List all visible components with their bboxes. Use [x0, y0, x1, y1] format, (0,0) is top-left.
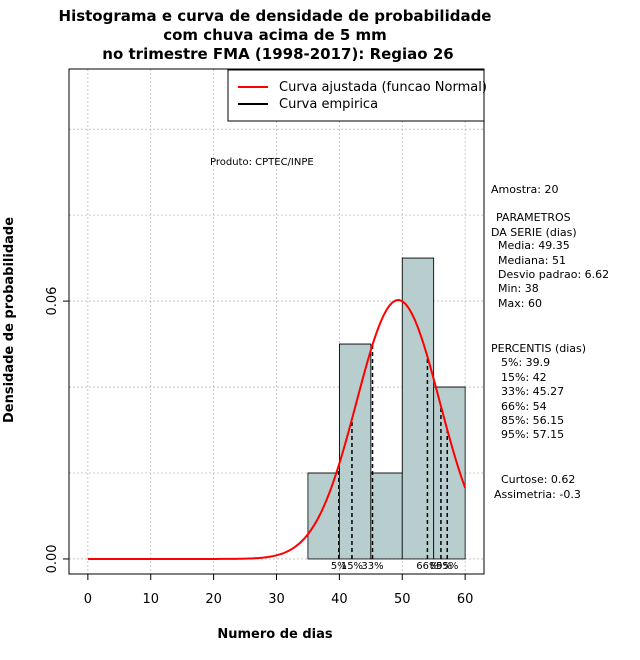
percentile-label-5%: 5%: [331, 561, 347, 572]
x-tick-label-60: 60: [457, 592, 474, 607]
normal-fit-curve: [87, 299, 467, 560]
legend-normal-label: Curva ajustada (funcao Normal): [279, 80, 487, 95]
percentile-label-95%: 95%: [436, 561, 458, 572]
x-tick-label-30: 30: [268, 592, 285, 607]
x-tick-label-0: 0: [84, 592, 92, 607]
stat-p85: 85%: 56.15: [501, 414, 564, 427]
percentile-label-15%: 15%: [341, 561, 363, 572]
product-label: Produto: CPTEC/INPE: [210, 157, 314, 168]
stat-min: Min: 38: [498, 282, 539, 295]
y-tick-label-1: 0.06: [45, 287, 60, 316]
legend: Curva ajustada (funcao Normal) Curva emp…: [227, 69, 487, 122]
stat-p15: 15%: 42: [501, 371, 547, 384]
legend-empirical-label: Curva empirica: [279, 97, 378, 112]
histogram-bar-1: [338, 343, 372, 560]
stat-amostra: Amostra: 20: [491, 183, 558, 196]
x-tick-label-40: 40: [331, 592, 348, 607]
percentile-labels: 5%15%33% 66%85%95%: [331, 561, 459, 572]
x-axis: 0 10 20 30 40 50 60: [84, 573, 474, 607]
histogram-bar-0: [307, 472, 340, 560]
x-tick-label-50: 50: [394, 592, 411, 607]
title-line-1: Histograma e curva de densidade de proba…: [59, 7, 492, 25]
stat-p95: 95%: 57.15: [501, 428, 564, 441]
stat-param-title-1: PARAMETROS: [496, 211, 571, 224]
histogram-bar-3: [401, 257, 435, 560]
stat-media: Media: 49.35: [498, 239, 570, 252]
stat-curtose: Curtose: 0.62: [501, 473, 575, 486]
histogram-bar-2: [370, 472, 403, 560]
stat-max: Max: 60: [498, 297, 542, 310]
percentile-label-85%: 85%: [430, 561, 452, 572]
percentile-lines: [338, 344, 448, 559]
stat-p5: 5%: 39.9: [501, 356, 550, 369]
curves: [87, 257, 467, 560]
stat-percentis-title: PERCENTIS (dias): [491, 342, 586, 355]
title-line-2: com chuva acima de 5 mm: [163, 26, 387, 44]
stats-panel: Amostra: 20 PARAMETROS DA SERIE (dias) M…: [491, 183, 609, 501]
title-line-3: no trimestre FMA (1998-2017): Regiao 26: [102, 45, 453, 63]
x-axis-label: Numero de dias: [217, 627, 333, 642]
empirical-curve: [307, 257, 466, 474]
stat-assimetria: Assimetria: -0.3: [494, 488, 581, 501]
stat-p66: 66%: 54: [501, 400, 547, 413]
stat-p33: 33%: 45.27: [501, 385, 564, 398]
stat-desvio: Desvio padrao: 6.62: [498, 268, 609, 281]
histogram-bars: [307, 257, 466, 560]
x-tick-label-20: 20: [205, 592, 222, 607]
percentile-label-33%: 33%: [361, 561, 383, 572]
stat-param-title-2: DA SERIE (dias): [491, 226, 577, 239]
y-tick-label-0: 0.00: [45, 544, 60, 573]
y-axis: 0.00 0.06: [45, 287, 70, 573]
percentile-label-66%: 66%: [416, 561, 438, 572]
y-axis-label: Densidade de probabilidade: [2, 217, 17, 423]
x-tick-label-10: 10: [142, 592, 159, 607]
chart-title: Histograma e curva de densidade de proba…: [59, 7, 492, 63]
stat-mediana: Mediana: 51: [498, 254, 566, 267]
legend-box: [227, 69, 485, 122]
